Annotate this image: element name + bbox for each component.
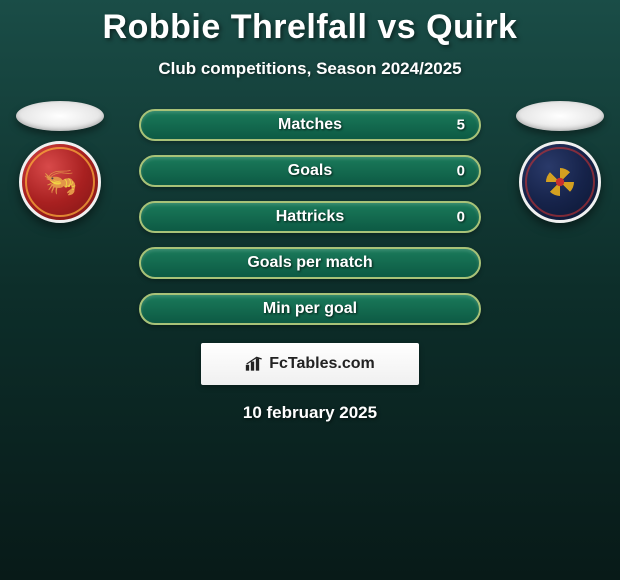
player-left-avatar: [16, 101, 104, 131]
stat-row-matches: Matches 5: [139, 109, 481, 141]
stat-matches-right: 5: [457, 117, 465, 134]
date-line: 10 february 2025: [0, 403, 620, 423]
comparison-area: Matches 5 Goals 0 Hattricks 0 Goals per …: [0, 109, 620, 423]
stat-mpg-label: Min per goal: [263, 300, 357, 318]
stat-row-min-per-goal: Min per goal: [139, 293, 481, 325]
page-title: Robbie Threlfall vs Quirk: [0, 0, 620, 47]
stat-matches-label: Matches: [278, 116, 342, 134]
player-right-column: [510, 101, 610, 223]
stat-gpm-label: Goals per match: [247, 254, 372, 272]
club-badge-left: [19, 141, 101, 223]
stat-goals-right: 0: [457, 163, 465, 180]
attribution-label: FcTables.com: [269, 355, 375, 373]
bar-chart-icon: [245, 356, 265, 372]
club-badge-right: [519, 141, 601, 223]
stat-hattricks-label: Hattricks: [276, 208, 344, 226]
stat-row-goals-per-match: Goals per match: [139, 247, 481, 279]
stat-bars: Matches 5 Goals 0 Hattricks 0 Goals per …: [139, 109, 481, 325]
player-right-avatar: [516, 101, 604, 131]
stat-row-hattricks: Hattricks 0: [139, 201, 481, 233]
subtitle: Club competitions, Season 2024/2025: [0, 59, 620, 79]
player-left-column: [10, 101, 110, 223]
stat-hattricks-right: 0: [457, 209, 465, 226]
attribution-box: FcTables.com: [201, 343, 419, 385]
stat-row-goals: Goals 0: [139, 155, 481, 187]
stat-goals-label: Goals: [288, 162, 332, 180]
